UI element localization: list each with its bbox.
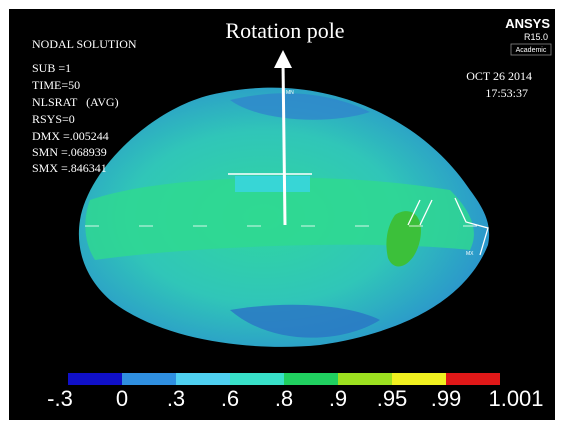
legend-label: 0 — [116, 386, 128, 411]
legend-swatch — [176, 373, 230, 385]
legend-swatch — [338, 373, 392, 385]
header-line: SMX =.846341 — [32, 161, 107, 175]
header-line: NLSRAT (AVG) — [32, 95, 119, 109]
legend-swatch — [284, 373, 338, 385]
legend-swatch — [446, 373, 500, 385]
logo-release: R15.0 — [524, 32, 548, 42]
header-line: TIME=50 — [32, 78, 80, 92]
header-line: RSYS=0 — [32, 112, 75, 126]
header-line: DMX =.005244 — [32, 129, 109, 143]
legend-label: .95 — [377, 386, 408, 411]
legend-label: .9 — [329, 386, 347, 411]
legend-swatch — [392, 373, 446, 385]
legend-label: .99 — [431, 386, 462, 411]
logo-edition: Academic — [516, 47, 547, 54]
min-marker: MN — [286, 90, 294, 96]
legend-label: .6 — [221, 386, 239, 411]
legend-swatch — [68, 373, 122, 385]
header-line: NODAL SOLUTION — [32, 37, 137, 51]
max-marker: MX — [466, 251, 474, 257]
logo-name: ANSYS — [505, 16, 550, 31]
screenshot: Rotation pole NODAL SOLUTION SUB =1 TIME… — [0, 0, 564, 429]
legend-swatch — [122, 373, 176, 385]
header-line: SMN =.068939 — [32, 145, 107, 159]
date: OCT 26 2014 — [466, 69, 532, 83]
legend-label: -.3 — [47, 386, 73, 411]
header-line: SUB =1 — [32, 61, 71, 75]
legend-label: .8 — [275, 386, 293, 411]
legend-label: 1.001 — [488, 386, 543, 411]
legend-swatch — [230, 373, 284, 385]
legend-label: .3 — [167, 386, 185, 411]
title: Rotation pole — [225, 18, 344, 43]
time: 17:53:37 — [485, 86, 528, 100]
